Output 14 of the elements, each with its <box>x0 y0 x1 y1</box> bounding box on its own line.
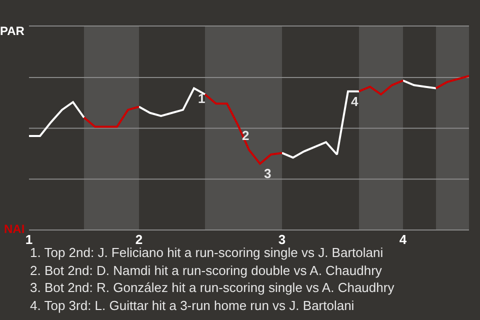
annotation: 4 <box>351 94 359 109</box>
x-tick-label: 1 <box>25 232 33 247</box>
text: 2. Bot 2nd: D. Namdi hit a run-scoring double vs A. Chaudhry <box>30 262 382 278</box>
text: NAI <box>4 222 25 236</box>
x-tick-label: 2 <box>135 232 143 247</box>
x-tick-label: 3 <box>278 232 286 247</box>
text: 3. Bot 2nd: R. González hit a run-scoring single vs A. Chaudhry <box>30 280 394 295</box>
annotation: 1 <box>198 91 206 106</box>
annotation: 2 <box>242 128 250 143</box>
text: PAR <box>0 24 25 38</box>
x-tick-label: 4 <box>399 232 408 247</box>
text: 4. Top 3rd: L. Guittar hit a 3-run home run vs J. Bartolani <box>30 298 354 312</box>
text: 1. Top 2nd: J. Feliciano hit a run-scoring single vs J. Bartolani <box>30 245 384 260</box>
annotation: 3 <box>264 166 272 181</box>
